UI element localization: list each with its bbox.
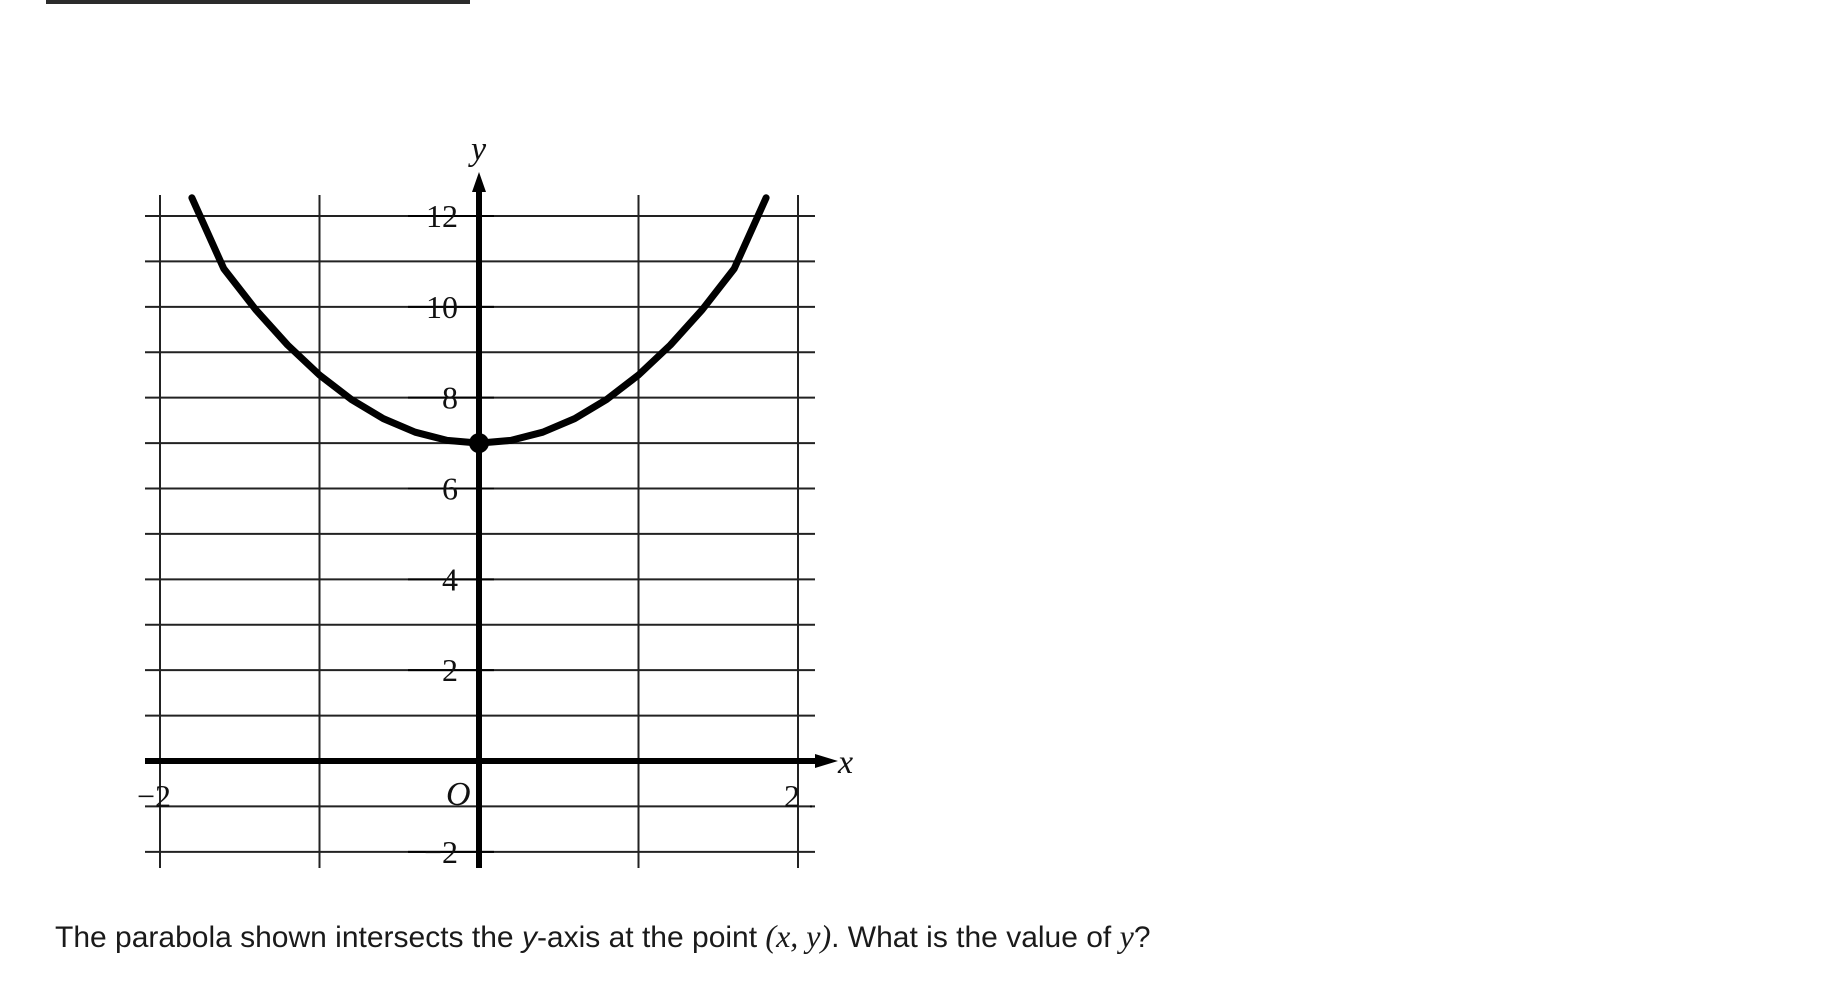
y-tick-label: 12 — [426, 198, 458, 234]
y-tick-label: 2 — [442, 652, 458, 688]
axes — [145, 172, 838, 868]
y-tick-label: 10 — [426, 289, 458, 325]
y-intercept-point — [469, 433, 489, 454]
x-axis-arrowhead — [815, 754, 838, 768]
curve-layer — [188, 194, 770, 454]
question-before: The parabola shown intersects the — [55, 921, 522, 954]
origin-label: O — [446, 776, 471, 813]
y-axis-arrowhead — [472, 172, 486, 192]
question-axis-variable: y — [521, 921, 537, 954]
y-tick-label: 4 — [442, 561, 458, 597]
question-ask-variable: y — [1119, 918, 1134, 954]
top-divider-bar — [46, 0, 470, 4]
y-axis-label: y — [468, 131, 487, 168]
axis-ticks — [408, 215, 812, 853]
question-end: ? — [1133, 921, 1151, 954]
y-tick-label: 6 — [442, 471, 458, 507]
y-tick-label: −2 — [424, 834, 458, 870]
tick-labels: 12 10 8 6 4 2 −2 −2 2 — [137, 198, 800, 870]
question-text: The parabola shown intersects the y-axis… — [55, 918, 1755, 955]
x-tick-label: 2 — [784, 778, 800, 814]
x-tick-label: −2 — [137, 778, 171, 814]
x-axis-label: x — [837, 744, 853, 781]
y-tick-label: 8 — [442, 380, 458, 416]
question-middle: -axis at the point — [536, 921, 766, 954]
question-after: . What is the value of — [831, 921, 1120, 954]
question-point: (x, y) — [765, 918, 832, 954]
